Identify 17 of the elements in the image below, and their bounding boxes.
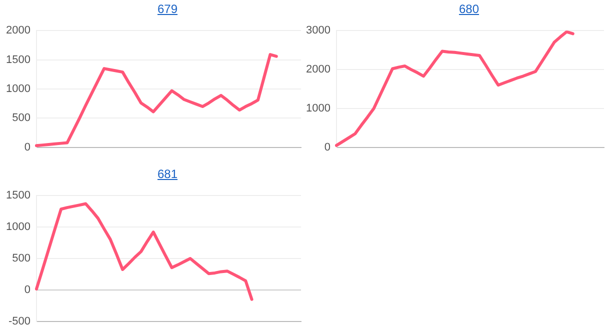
y-tick-label: 0 [24, 284, 30, 296]
y-tick-label: 1000 [6, 221, 30, 234]
y-tick-label: 1000 [306, 102, 330, 114]
y-tick-label: 0 [24, 141, 30, 154]
chart-title: 680 [458, 1, 480, 18]
y-tick-label: 3000 [306, 24, 330, 37]
y-tick-label: 2000 [306, 64, 330, 76]
y-tick-label: 1500 [6, 190, 30, 202]
y-tick-label: 500 [12, 112, 30, 124]
y-tick-label: -500 [8, 315, 30, 328]
y-tick-label: 1000 [6, 83, 30, 96]
y-tick-label: 500 [12, 252, 30, 265]
y-tick-label: 1500 [6, 54, 30, 66]
chart-title: 679 [156, 1, 179, 18]
y-tick-label: 0 [324, 141, 330, 154]
y-tick-label: 2000 [6, 24, 30, 37]
chart-title: 681 [156, 166, 179, 183]
